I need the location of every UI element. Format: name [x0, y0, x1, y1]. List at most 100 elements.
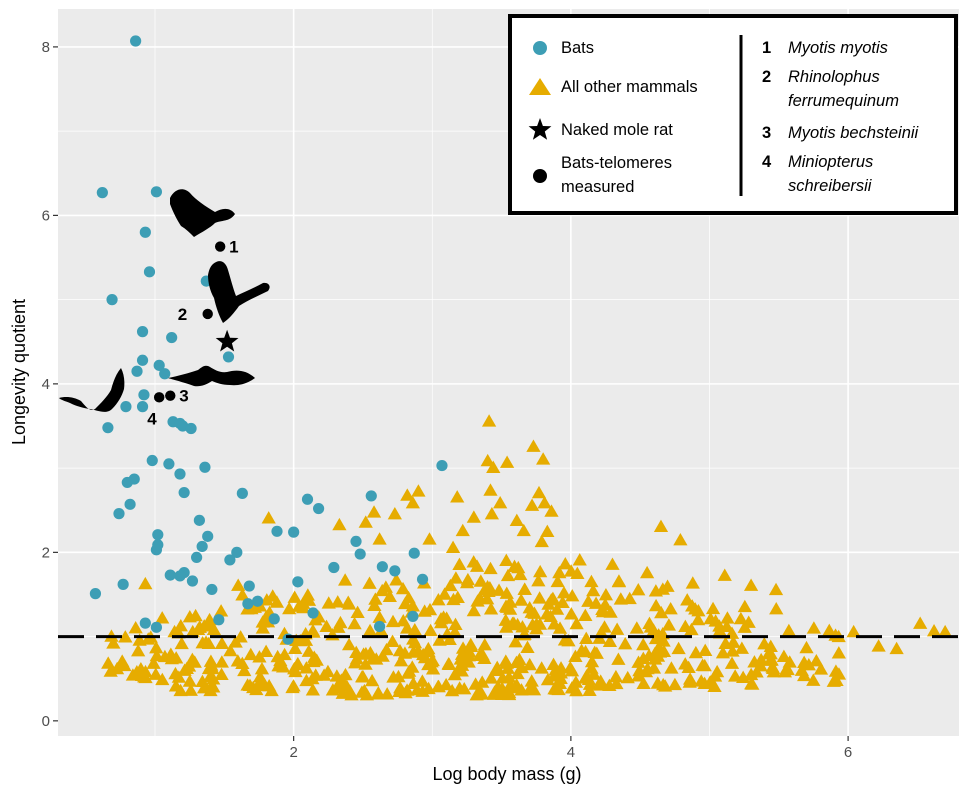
legend-species-2-name-line1: Rhinolophus — [788, 68, 880, 86]
mammal-point — [258, 644, 274, 657]
mammal-point — [569, 683, 584, 697]
mammal-point — [690, 612, 706, 626]
mammal-point — [358, 657, 373, 670]
mammal-point — [631, 583, 646, 596]
mammal-point — [646, 661, 662, 674]
mammal-point — [636, 637, 651, 651]
bat-point — [120, 401, 132, 413]
mammal-point — [781, 623, 796, 637]
mammal-point — [306, 654, 321, 668]
bat-point — [312, 502, 325, 515]
bat-point — [191, 551, 203, 564]
mammal-point — [763, 639, 778, 653]
mammal-point — [237, 663, 252, 677]
mammal-point — [422, 532, 437, 545]
mammal-point — [660, 579, 675, 592]
bat-point — [436, 459, 448, 472]
mammal-point — [531, 574, 546, 587]
mammal-point — [446, 592, 461, 606]
mammal-point — [128, 620, 143, 634]
mammal-point — [290, 656, 305, 670]
mammal-point — [387, 506, 402, 520]
legend-species-4-name-line2: schreibersii — [788, 177, 873, 195]
bat-point — [185, 422, 197, 435]
mammal-point — [578, 644, 593, 658]
mammal-point — [717, 568, 732, 581]
mammal-point — [534, 534, 549, 548]
mammal-point — [432, 633, 447, 646]
bat-point — [301, 493, 314, 505]
mammal-point — [569, 616, 584, 630]
bat-point — [231, 546, 243, 558]
mammal-point — [685, 576, 700, 589]
mammal-point — [395, 581, 411, 595]
mammal-point — [720, 611, 735, 624]
mammal-point — [214, 636, 230, 650]
mammal-point — [243, 647, 258, 661]
bat-point — [416, 573, 429, 585]
mammal-point — [653, 519, 669, 532]
mammal-point — [641, 648, 657, 662]
mammal-point — [407, 635, 423, 649]
mammal-point — [483, 561, 498, 575]
mammal-point — [195, 674, 210, 688]
mammal-point — [447, 625, 463, 638]
mammal-point — [671, 641, 686, 655]
mammal-point — [350, 605, 365, 619]
mammal-point — [584, 654, 600, 668]
mammal-point — [262, 679, 277, 692]
y-tick-label: 2 — [42, 544, 50, 561]
mammal-point — [308, 613, 323, 626]
mammal-point — [547, 617, 562, 630]
bat-point — [376, 561, 388, 573]
mammal-point — [564, 564, 579, 577]
mammal-point — [555, 595, 570, 609]
mammal-point — [806, 673, 821, 686]
mammal-point — [547, 681, 562, 695]
mammal-point — [513, 567, 528, 581]
mammal-point — [301, 644, 316, 657]
bat-point — [124, 498, 136, 510]
mammal-point — [452, 557, 467, 571]
mammal-point — [471, 687, 486, 700]
mammal-point — [149, 641, 164, 654]
mammal-point — [411, 484, 426, 497]
mammal-point — [188, 608, 203, 622]
mammal-point — [183, 683, 198, 696]
mammal-point — [829, 673, 844, 687]
bat-point — [138, 389, 150, 401]
bat-point — [178, 486, 190, 499]
mammal-point — [648, 631, 664, 645]
mammal-point — [547, 669, 563, 682]
bat-point — [139, 226, 151, 238]
mammal-point — [115, 654, 130, 667]
mammal-point — [103, 664, 118, 677]
mammal-point — [169, 651, 184, 664]
mammal-point — [502, 685, 517, 699]
mammal-point — [271, 659, 286, 672]
mammal-point — [204, 658, 219, 671]
bat-point — [268, 613, 280, 625]
mammal-point — [484, 671, 499, 684]
bat-silhouettes — [59, 189, 270, 412]
mammal-point — [705, 601, 721, 615]
mammal-point — [305, 671, 320, 685]
mammal-point — [556, 585, 572, 599]
mammal-point — [463, 637, 478, 651]
bat-point — [242, 598, 254, 610]
mammal-point — [743, 578, 759, 591]
mammal-point — [822, 623, 837, 636]
bat-point — [164, 569, 176, 581]
mammal-point — [579, 668, 594, 682]
mammal-point — [498, 654, 513, 667]
bat-point — [236, 487, 248, 499]
mammal-point — [769, 602, 784, 615]
legend-bats-label: Bats — [561, 39, 594, 57]
x-axis: 2 4 6 — [289, 736, 852, 761]
legend-mammals-label: All other mammals — [561, 78, 698, 96]
bat-point — [113, 508, 125, 520]
bat-point — [354, 548, 366, 560]
mammal-point — [206, 622, 222, 635]
mammal-point — [611, 574, 627, 587]
x-tick-label: 2 — [289, 744, 297, 761]
